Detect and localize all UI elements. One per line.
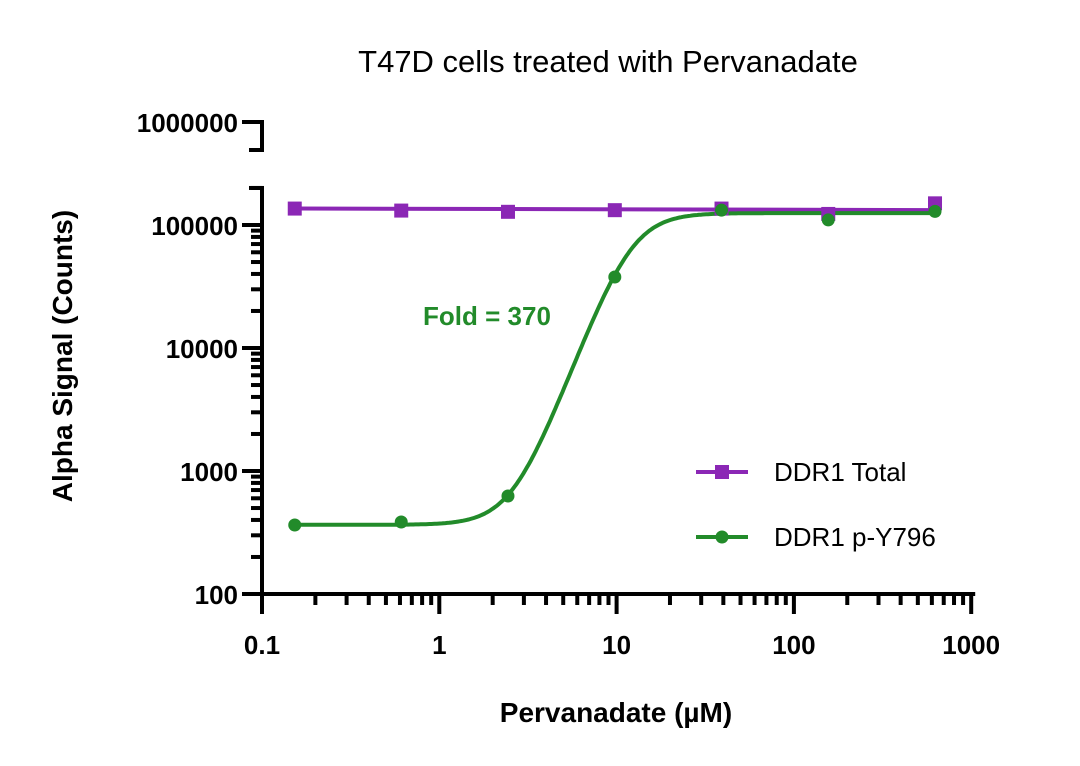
data-point-circle xyxy=(715,203,729,217)
y-tick-label: 100000 xyxy=(151,211,238,241)
legend-marker-circle xyxy=(715,530,729,544)
legend-marker-square xyxy=(715,465,729,479)
y-tick-label: 1000 xyxy=(180,457,238,487)
x-tick-label: 1000 xyxy=(942,630,1000,660)
data-point-circle xyxy=(394,515,408,529)
x-tick-label: 0.1 xyxy=(244,630,280,660)
data-point-square xyxy=(287,201,302,216)
data-point-circle xyxy=(608,270,622,284)
chart-title: T47D cells treated with Pervanadate xyxy=(358,44,858,79)
x-axis-title: Pervanadate (µM) xyxy=(500,697,732,728)
data-point-circle xyxy=(501,489,515,503)
y-tick-label: 10000 xyxy=(166,334,238,364)
y-axis-title: Alpha Signal (Counts) xyxy=(47,210,78,502)
legend-label: DDR1 p-Y796 xyxy=(774,522,936,552)
y-tick-label: 1000000 xyxy=(137,108,238,138)
x-tick-label: 10 xyxy=(602,630,631,660)
data-point-square xyxy=(394,203,409,218)
data-point-square xyxy=(500,204,515,219)
axes: 0.1 1 10 100 1000 100 1000 10000 100000 1000000 xyxy=(137,108,1000,660)
points xyxy=(287,196,943,532)
y-tick-label: 100 xyxy=(195,580,238,610)
x-tick-label: 1 xyxy=(432,630,446,660)
data-point-circle xyxy=(821,213,835,227)
data-point-circle xyxy=(928,204,942,218)
legend-label: DDR1 Total xyxy=(774,457,906,487)
data-point-square xyxy=(607,203,622,218)
data-point-circle xyxy=(288,518,302,532)
fold-annotation: Fold = 370 xyxy=(423,301,551,331)
legend: DDR1 Total DDR1 p-Y796 xyxy=(696,457,936,552)
x-tick-label: 100 xyxy=(772,630,815,660)
